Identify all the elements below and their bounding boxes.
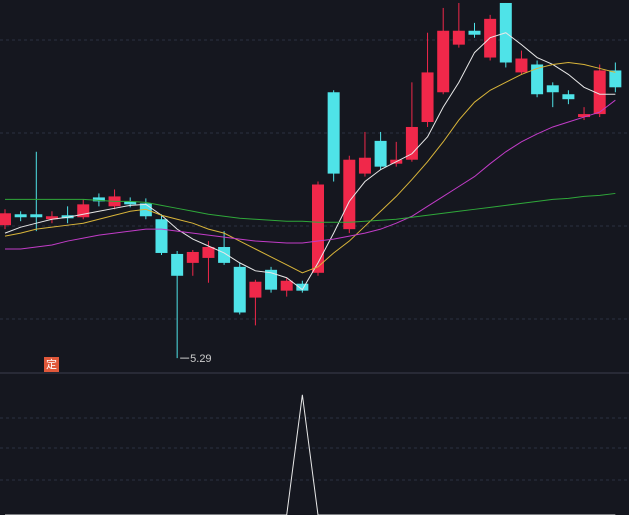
candle-body [546,85,559,93]
candle-body [421,72,434,123]
candle-body [327,92,340,174]
candle-body [609,70,622,88]
candle-body [312,184,324,273]
candle-body [233,266,246,313]
badge: 定 [46,357,57,371]
candle-body [578,114,591,118]
indicator-line [5,394,616,515]
candle-body [296,283,309,291]
candle-body [124,201,137,205]
moving-average [4,32,616,291]
candle-body [515,58,528,73]
candle-body [155,219,168,253]
candle-body [202,247,215,258]
candle-body [45,216,58,220]
candle-body [405,126,418,160]
candle-body [30,214,43,218]
candle-body [374,140,387,167]
candle-body [92,197,105,202]
candle-body [0,213,11,226]
moving-average [5,99,616,250]
candle-body [437,30,450,93]
moving-average [5,192,616,223]
candle-body [171,253,184,276]
candle-body [452,30,465,45]
candle-body [468,30,481,35]
candle-body [218,247,231,263]
candle-body [186,251,199,263]
candle-body [562,94,575,100]
candle-body [249,281,262,298]
candle-body [265,269,278,290]
candle-body [280,280,293,291]
candle-body [531,64,544,95]
low-label: 5.29 [190,353,211,365]
moving-average [4,61,616,274]
candle-body [14,214,27,218]
candle-body [343,159,356,230]
candle-body [593,70,606,115]
candle-body [358,157,371,174]
badge-box [44,357,59,372]
